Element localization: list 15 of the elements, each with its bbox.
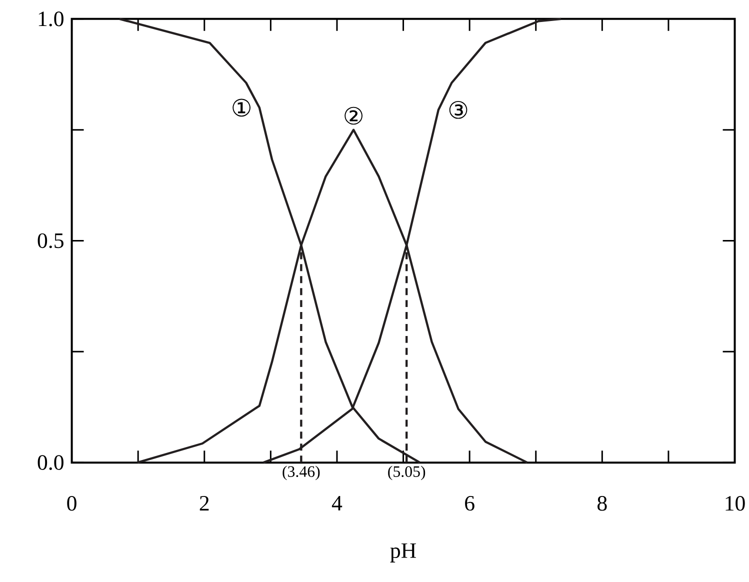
x-tick-label: 10 <box>726 496 745 511</box>
y-tick-label: 0.0 <box>38 455 64 470</box>
series-label: ① <box>232 98 250 116</box>
series-label: ② <box>344 106 362 125</box>
x-tick-label: 8 <box>598 496 607 511</box>
annotation: (5.05) <box>388 466 426 480</box>
series-label: ③ <box>449 100 468 119</box>
x-tick-label: 4 <box>332 496 342 510</box>
x-axis-title: pH <box>390 543 416 562</box>
y-tick-label: 0.5 <box>38 233 64 248</box>
x-tick-label: 0 <box>67 496 76 511</box>
annotation: (3.46) <box>282 466 320 480</box>
y-tick-label: 1.0 <box>38 11 64 26</box>
x-tick-label: 2 <box>200 496 209 510</box>
x-tick-label: 6 <box>465 496 474 511</box>
